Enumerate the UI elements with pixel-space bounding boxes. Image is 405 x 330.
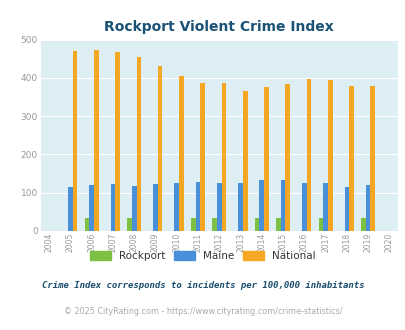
Bar bbox=[179, 76, 183, 231]
Bar bbox=[259, 181, 264, 231]
Legend: Rockport, Maine, National: Rockport, Maine, National bbox=[87, 248, 318, 264]
Bar bbox=[153, 184, 158, 231]
Text: © 2025 CityRating.com - https://www.cityrating.com/crime-statistics/: © 2025 CityRating.com - https://www.city… bbox=[64, 307, 341, 316]
Bar bbox=[254, 217, 259, 231]
Bar bbox=[132, 186, 136, 231]
Bar bbox=[212, 217, 216, 231]
Bar bbox=[89, 185, 94, 231]
Bar bbox=[72, 51, 77, 231]
Title: Rockport Violent Crime Index: Rockport Violent Crime Index bbox=[104, 20, 333, 34]
Bar bbox=[190, 217, 195, 231]
Bar bbox=[360, 217, 365, 231]
Bar bbox=[301, 183, 306, 231]
Bar bbox=[174, 183, 179, 231]
Bar bbox=[344, 187, 348, 231]
Bar bbox=[68, 187, 72, 231]
Bar bbox=[158, 66, 162, 231]
Bar bbox=[110, 184, 115, 231]
Bar bbox=[94, 50, 98, 231]
Bar bbox=[195, 182, 200, 231]
Bar bbox=[318, 217, 322, 231]
Bar bbox=[216, 183, 221, 231]
Bar bbox=[365, 185, 369, 231]
Bar bbox=[264, 87, 268, 231]
Bar bbox=[238, 183, 242, 231]
Bar bbox=[221, 83, 226, 231]
Bar bbox=[280, 181, 285, 231]
Bar bbox=[348, 85, 353, 231]
Bar bbox=[369, 86, 374, 231]
Bar bbox=[306, 79, 311, 231]
Bar bbox=[115, 52, 119, 231]
Bar bbox=[322, 183, 327, 231]
Text: Crime Index corresponds to incidents per 100,000 inhabitants: Crime Index corresponds to incidents per… bbox=[42, 281, 363, 290]
Bar bbox=[200, 83, 205, 231]
Bar bbox=[285, 84, 289, 231]
Bar bbox=[275, 217, 280, 231]
Bar bbox=[136, 57, 141, 231]
Bar bbox=[84, 217, 89, 231]
Bar bbox=[327, 80, 332, 231]
Bar bbox=[127, 217, 132, 231]
Bar bbox=[242, 90, 247, 231]
